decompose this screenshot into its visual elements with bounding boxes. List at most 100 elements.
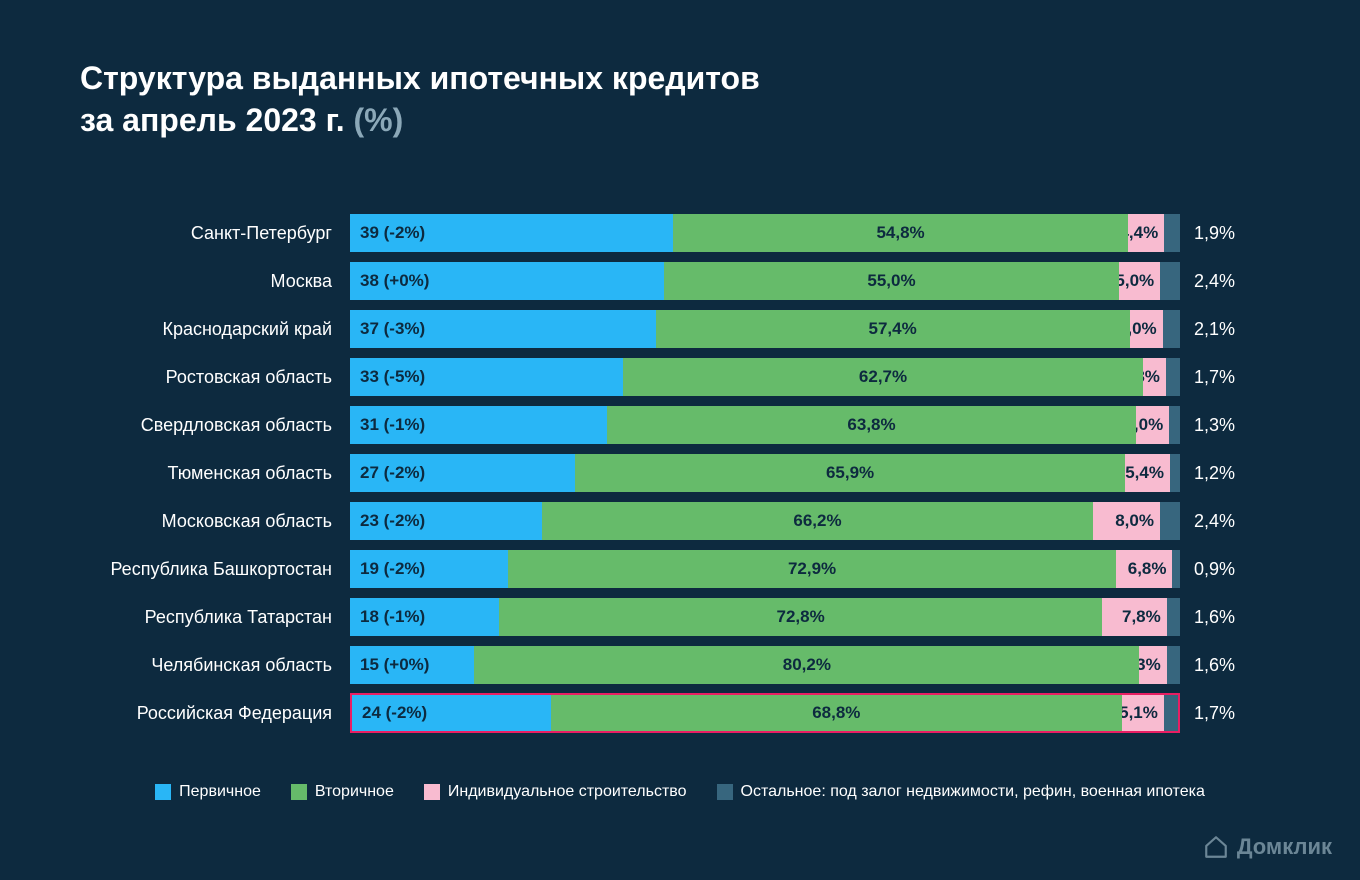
bar: 31 (-1%)63,8%4,0% — [350, 406, 1180, 444]
chart-title-main: Структура выданных ипотечных кредитовза … — [80, 60, 760, 138]
segment-indiv: 4,4% — [1128, 214, 1164, 252]
segment-indiv: 3,3% — [1139, 646, 1166, 684]
bar: 19 (-2%)72,9%6,8% — [350, 550, 1180, 588]
segment-secondary: 80,2% — [474, 646, 1139, 684]
row-label: Республика Башкортостан — [80, 559, 350, 580]
bar: 39 (-2%)54,8%4,4% — [350, 214, 1180, 252]
chart-legend: Первичное Вторичное Индивидуальное строите… — [80, 783, 1280, 801]
legend-item: Вторичное — [291, 783, 394, 801]
segment-primary: 37 (-3%) — [350, 310, 656, 348]
segment-primary: 24 (-2%) — [352, 695, 551, 731]
segment-indiv: 7,8% — [1102, 598, 1167, 636]
chart-row: Ростовская область33 (-5%)62,7%2,8%1,7% — [80, 355, 1280, 399]
chart-title-unit: (%) — [354, 102, 404, 138]
legend-item: Индивидуальное строительство — [424, 783, 687, 801]
legend-swatch — [424, 784, 440, 800]
segment-other — [1164, 695, 1178, 731]
segment-indiv: 4,0% — [1130, 310, 1163, 348]
segment-primary: 19 (-2%) — [350, 550, 508, 588]
chart-row: Республика Татарстан18 (-1%)72,8%7,8%1,6… — [80, 595, 1280, 639]
chart-row: Тюменская область27 (-2%)65,9%5,4%1,2% — [80, 451, 1280, 495]
bar: 33 (-5%)62,7%2,8% — [350, 358, 1180, 396]
segment-primary: 39 (-2%) — [350, 214, 673, 252]
brand-name: Домклик — [1237, 834, 1332, 860]
row-label: Ростовская область — [80, 367, 350, 388]
segment-indiv: 8,0% — [1093, 502, 1160, 540]
segment-other — [1169, 406, 1180, 444]
legend-swatch — [291, 784, 307, 800]
row-label: Челябинская область — [80, 655, 350, 676]
row-label: Российская Федерация — [80, 703, 350, 724]
chart-row: Санкт-Петербург39 (-2%)54,8%4,4%1,9% — [80, 211, 1280, 255]
row-other-label: 2,4% — [1180, 511, 1260, 532]
row-label: Московская область — [80, 511, 350, 532]
legend-item: Остальное: под залог недвижимости, рефин… — [717, 783, 1205, 801]
segment-indiv: 5,1% — [1122, 695, 1164, 731]
segment-indiv: 6,8% — [1116, 550, 1173, 588]
legend-swatch — [717, 784, 733, 800]
segment-other — [1160, 262, 1180, 300]
segment-secondary: 57,4% — [656, 310, 1130, 348]
segment-primary: 38 (+0%) — [350, 262, 664, 300]
segment-indiv: 5,0% — [1119, 262, 1160, 300]
brand-watermark: Домклик — [1203, 834, 1332, 860]
home-icon — [1203, 834, 1229, 860]
legend-label: Остальное: под залог недвижимости, рефин… — [741, 783, 1205, 801]
segment-secondary: 66,2% — [542, 502, 1094, 540]
bar: 27 (-2%)65,9%5,4% — [350, 454, 1180, 492]
row-label: Санкт-Петербург — [80, 223, 350, 244]
segment-other — [1167, 646, 1180, 684]
bar: 37 (-3%)57,4%4,0% — [350, 310, 1180, 348]
bar: 38 (+0%)55,0%5,0% — [350, 262, 1180, 300]
legend-swatch — [155, 784, 171, 800]
row-other-label: 1,7% — [1180, 367, 1260, 388]
bar: 15 (+0%)80,2%3,3% — [350, 646, 1180, 684]
segment-secondary: 63,8% — [607, 406, 1136, 444]
segment-primary: 33 (-5%) — [350, 358, 623, 396]
legend-label: Первичное — [179, 783, 261, 801]
segment-primary: 31 (-1%) — [350, 406, 607, 444]
bar: 24 (-2%)68,8%5,1% — [350, 693, 1180, 733]
row-other-label: 1,6% — [1180, 655, 1260, 676]
segment-secondary: 62,7% — [623, 358, 1142, 396]
legend-label: Вторичное — [315, 783, 394, 801]
bar: 18 (-1%)72,8%7,8% — [350, 598, 1180, 636]
row-label: Свердловская область — [80, 415, 350, 436]
segment-primary: 27 (-2%) — [350, 454, 575, 492]
segment-secondary: 54,8% — [673, 214, 1127, 252]
chart-row: Российская Федерация24 (-2%)68,8%5,1%1,7… — [80, 691, 1280, 735]
segment-indiv: 5,4% — [1125, 454, 1170, 492]
chart-row: Свердловская область31 (-1%)63,8%4,0%1,3… — [80, 403, 1280, 447]
segment-primary: 15 (+0%) — [350, 646, 474, 684]
chart-row: Республика Башкортостан19 (-2%)72,9%6,8%… — [80, 547, 1280, 591]
segment-other — [1164, 214, 1180, 252]
segment-secondary: 55,0% — [664, 262, 1119, 300]
chart-row: Краснодарский край37 (-3%)57,4%4,0%2,1% — [80, 307, 1280, 351]
segment-indiv: 4,0% — [1136, 406, 1169, 444]
row-other-label: 1,3% — [1180, 415, 1260, 436]
segment-primary: 18 (-1%) — [350, 598, 499, 636]
row-other-label: 2,1% — [1180, 319, 1260, 340]
segment-secondary: 72,8% — [499, 598, 1102, 636]
row-other-label: 1,6% — [1180, 607, 1260, 628]
segment-secondary: 72,9% — [508, 550, 1116, 588]
row-label: Республика Татарстан — [80, 607, 350, 628]
segment-indiv: 2,8% — [1143, 358, 1166, 396]
segment-other — [1167, 598, 1180, 636]
segment-secondary: 65,9% — [575, 454, 1125, 492]
segment-other — [1166, 358, 1180, 396]
row-label: Москва — [80, 271, 350, 292]
row-other-label: 1,9% — [1180, 223, 1260, 244]
row-other-label: 2,4% — [1180, 271, 1260, 292]
chart-row: Московская область23 (-2%)66,2%8,0%2,4% — [80, 499, 1280, 543]
row-other-label: 1,7% — [1180, 703, 1260, 724]
segment-other — [1170, 454, 1180, 492]
chart-title: Структура выданных ипотечных кредитовза … — [80, 58, 1280, 141]
segment-other — [1172, 550, 1179, 588]
row-other-label: 1,2% — [1180, 463, 1260, 484]
legend-item: Первичное — [155, 783, 261, 801]
stacked-bar-chart: Санкт-Петербург39 (-2%)54,8%4,4%1,9%Моск… — [80, 211, 1280, 735]
segment-secondary: 68,8% — [551, 695, 1122, 731]
row-label: Тюменская область — [80, 463, 350, 484]
segment-other — [1163, 310, 1180, 348]
